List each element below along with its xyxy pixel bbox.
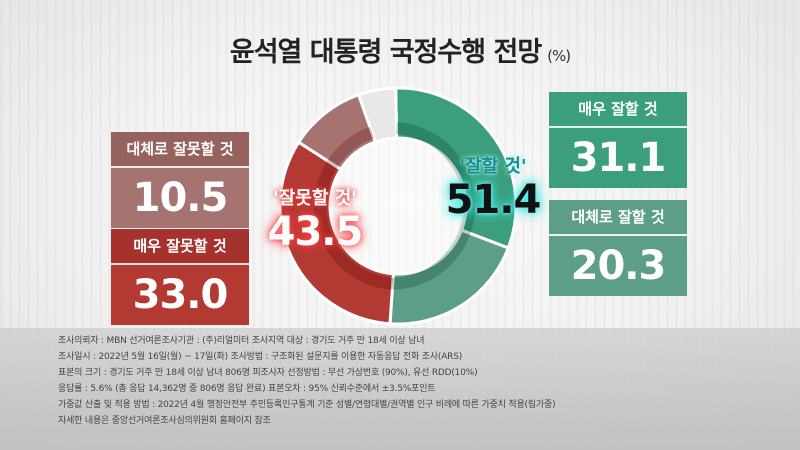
- donut-slice-unknown: [356, 86, 399, 144]
- box-somewhat-bad-value: 10.5: [111, 166, 249, 228]
- chart-title-text: 윤석열 대통령 국정수행 전망: [229, 37, 542, 68]
- footer-line-4: 응답률 : 5.6% (총 응답 14,362명 중 806명 응답 완료) 표…: [58, 384, 436, 394]
- footer-line-1: 조사의뢰자 : MBN 선거여론조사기관 : (주)리얼미터 조사지역 대상 :…: [58, 336, 425, 346]
- box-somewhat-good-label: 대체로 잘할 것: [549, 200, 687, 234]
- group-label-good: '잘할 것' 51.4: [418, 152, 568, 222]
- donut-inner-shade-good: [392, 122, 476, 290]
- box-very-bad-label: 매우 잘못할 것: [111, 229, 249, 263]
- group-value-bad: 43.5: [267, 209, 364, 255]
- group-label-good-text: '잘할 것': [459, 156, 527, 177]
- group-label-bad-text: '잘못할 것': [273, 188, 357, 209]
- footer-line-2: 조사일시 : 2022년 5월 16일(월) ~ 17일(화) 조사방법 : 구…: [58, 352, 463, 362]
- box-very-bad-value: 33.0: [111, 263, 249, 325]
- donut-inner-shade-bad: [314, 126, 394, 290]
- box-very-good-label: 매우 잘할 것: [549, 92, 687, 126]
- box-very-good-value: 31.1: [549, 126, 687, 188]
- box-somewhat-good-value: 20.3: [549, 234, 687, 296]
- footer-line-3: 표본의 크기 : 경기도 거주 만 18세 이상 남녀 806명 피조사자 선정…: [58, 368, 478, 378]
- survey-info-footer: 조사의뢰자 : MBN 선거여론조사기관 : (주)리얼미터 조사지역 대상 :…: [0, 328, 800, 450]
- donut-center: [331, 139, 465, 273]
- group-label-bad: '잘못할 것' 43.5: [240, 184, 390, 254]
- footer-line-5: 가중값 산출 및 적용 방법 : 2022년 4월 행정안전부 주민등록인구통계…: [58, 400, 556, 410]
- box-somewhat-good: 대체로 잘할 것 20.3: [549, 200, 687, 296]
- chart-unit: (%): [547, 47, 571, 65]
- donut-slice-very-bad: [278, 140, 395, 326]
- box-very-bad: 매우 잘못할 것 33.0: [111, 229, 249, 325]
- box-somewhat-bad: 대체로 잘못할 것 10.5: [111, 132, 249, 228]
- box-very-good: 매우 잘할 것 31.1: [549, 92, 687, 188]
- chart-title: 윤석열 대통령 국정수행 전망 (%): [0, 30, 800, 69]
- group-value-good: 51.4: [445, 177, 542, 223]
- donut-slice-very-good: [394, 86, 518, 250]
- footer-line-6: 자세한 내용은 중앙선거여론조사심의위원회 홈페이지 참조: [58, 416, 271, 426]
- box-somewhat-bad-label: 대체로 잘못할 것: [111, 132, 249, 166]
